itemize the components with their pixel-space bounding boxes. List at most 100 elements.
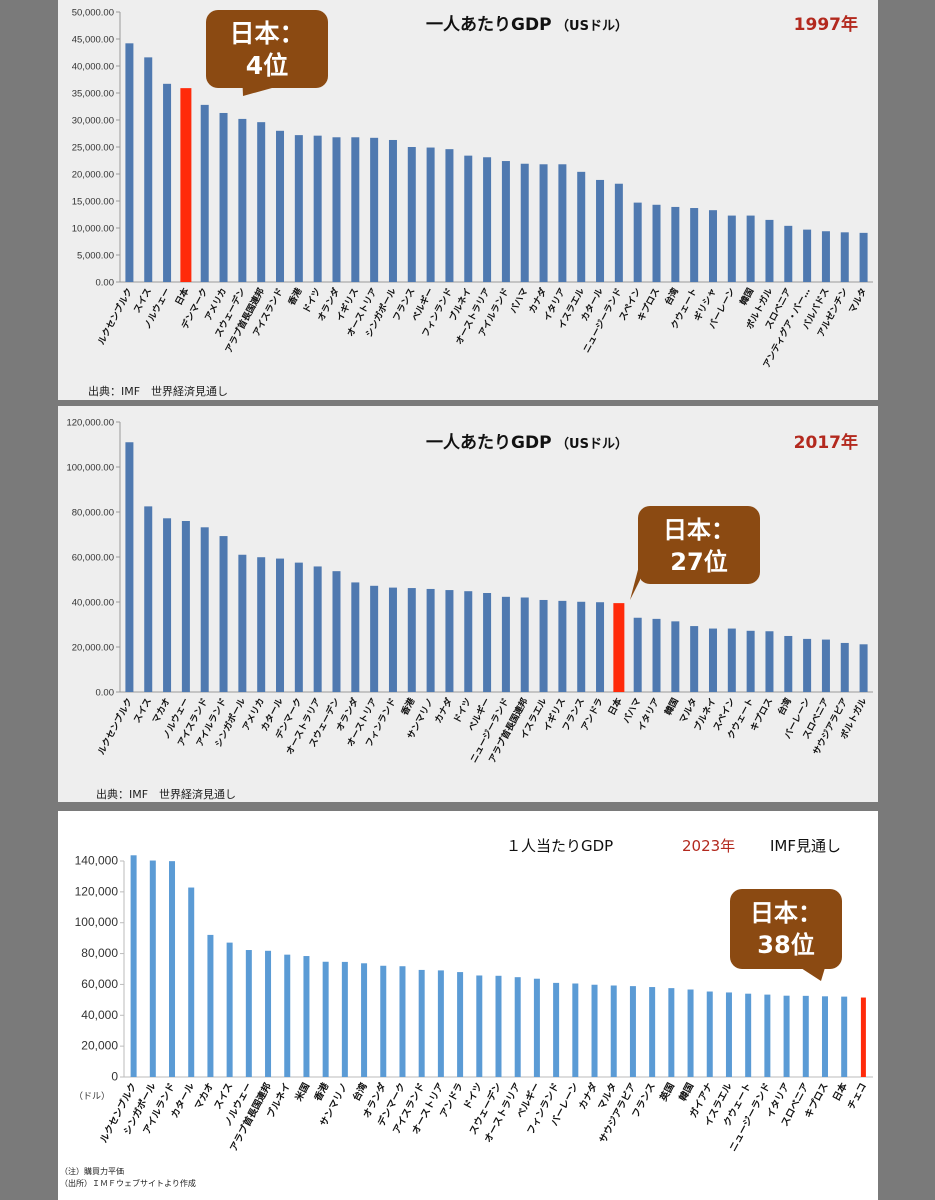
bar-スロベニア <box>784 225 793 282</box>
title-unit: （USドル） <box>552 18 628 34</box>
bar-ノルウェー <box>163 83 172 282</box>
bar-キプロス <box>821 996 828 1077</box>
x-category-label: チェコ <box>846 1081 869 1111</box>
bar-ルクセンブルク <box>125 442 134 692</box>
callout-bubble <box>730 889 842 969</box>
bar-バーレーン <box>572 983 579 1077</box>
y-tick-label: 120,000.00 <box>66 418 114 429</box>
bar-デンマーク <box>399 966 406 1077</box>
bar-フランス <box>577 601 586 692</box>
bar-スペイン <box>633 202 642 282</box>
bar-イタリア <box>652 618 661 692</box>
title-suffix: IMF見通し <box>770 837 841 855</box>
bar-オーストリア <box>437 970 444 1077</box>
bar-スウェーデン <box>332 571 341 692</box>
y-tick-label: 10,000.00 <box>72 224 114 235</box>
bar-イタリア <box>783 995 790 1077</box>
bar-キプロス <box>765 631 774 692</box>
bar-香港 <box>407 588 416 692</box>
bar-ドイツ <box>476 975 483 1077</box>
y-tick-label: 0.00 <box>96 688 115 699</box>
bar-アルゼンチン <box>840 232 849 282</box>
x-category-label: 米国 <box>292 1081 312 1104</box>
bar-ノルウェー <box>181 521 190 692</box>
bar-オーストリア <box>370 585 379 692</box>
x-category-label: 香港 <box>285 285 305 308</box>
x-category-label: 香港 <box>311 1080 331 1104</box>
bar-クウェート <box>745 993 752 1077</box>
source-text: 出典：IMF 世界経済見通し <box>88 385 229 398</box>
bar-スウェーデン <box>495 975 502 1077</box>
bar-アイルランド <box>219 536 228 692</box>
x-category-label: 香港 <box>398 695 418 718</box>
bar-アメリカ <box>219 112 228 282</box>
callout-pointer <box>630 562 640 600</box>
bar-台湾 <box>671 206 680 282</box>
bar-アラブ首長国連邦 <box>265 950 272 1077</box>
bar-シンガポール <box>238 554 247 692</box>
bar-オーストラリア <box>313 566 322 692</box>
bar-米国 <box>303 956 310 1077</box>
bar-チェコ <box>860 997 866 1077</box>
bar-アイルランド <box>501 161 510 282</box>
y-tick-label: 15,000.00 <box>72 197 114 208</box>
bar-フィンランド <box>553 982 560 1077</box>
bar-サウジアラビア <box>840 642 849 692</box>
bar-アンドラ <box>596 602 605 692</box>
y-tick-label: 30,000.00 <box>72 116 114 127</box>
bar-ブルネイ <box>284 954 291 1077</box>
y-tick-label: 35,000.00 <box>72 89 114 100</box>
bar-バーレーン <box>727 215 736 282</box>
y-unit-label: （ドル） <box>74 1091 110 1102</box>
chart-1997: 0.00 5,000.00 10,000.00 15,000.00 20,000.00 2… <box>72 8 873 370</box>
bar-マルタ <box>610 985 617 1077</box>
bar-ブルネイ <box>464 155 473 282</box>
bar-イスラエル <box>539 599 548 692</box>
callout-line1: 日本： <box>750 899 822 927</box>
bar-フランス <box>407 147 416 282</box>
bar-シンガポール <box>388 139 397 282</box>
x-category-label: 台湾 <box>775 696 794 718</box>
chart-title: 一人あたりGDP （USドル） <box>426 15 628 35</box>
bar-マカオ <box>163 518 172 692</box>
title-year: 2023年 <box>682 837 735 855</box>
bar-フィンランド <box>388 587 397 692</box>
bar-アンドラ <box>457 972 464 1077</box>
bar-アメリカ <box>257 557 266 692</box>
bar-ブルネイ <box>708 628 717 692</box>
bar-台湾 <box>361 963 368 1077</box>
bar-ポルトガル <box>859 644 868 692</box>
y-tick-label: 100,000 <box>75 915 119 929</box>
bar-デンマーク <box>200 104 209 282</box>
y-tick-label: 40,000.00 <box>72 598 114 609</box>
bar-日本 <box>841 996 848 1077</box>
bar-韓国 <box>746 215 755 282</box>
bar-アイルランド <box>169 861 176 1077</box>
x-category-label: 韓国 <box>737 286 756 308</box>
callout-bubble <box>206 10 328 88</box>
bar-フランス <box>649 987 656 1077</box>
bar-オランダ <box>332 137 341 282</box>
y-tick-label: 80,000 <box>81 946 118 960</box>
y-tick-label: 60,000 <box>81 977 118 991</box>
bar-ルクセンブルク <box>130 855 137 1077</box>
bar-スロベニア <box>821 639 830 692</box>
bar-英国 <box>668 988 675 1077</box>
bar-イスラエル <box>725 992 732 1077</box>
x-category-label: 日本 <box>830 1080 850 1103</box>
title-year: 1997年 <box>794 14 858 35</box>
bar-スペイン <box>727 628 736 692</box>
bar-マカオ <box>207 934 214 1077</box>
chart-panel-1997: 0.00 5,000.00 10,000.00 15,000.00 20,000.00 2… <box>58 0 878 400</box>
bar-デンマーク <box>294 562 303 692</box>
bar-アイスランド <box>418 969 425 1077</box>
bar-サウジアラビア <box>629 986 636 1077</box>
bar-ニュージーランド <box>764 994 771 1077</box>
bar-バルバドス <box>821 231 830 282</box>
callout-pointer <box>799 967 826 981</box>
bar-マルタ <box>690 626 699 692</box>
callout-line1: 日本： <box>663 516 735 544</box>
bar-アイスランド <box>276 130 285 282</box>
y-tick-label: 140,000 <box>75 854 119 868</box>
chart-panel-2017: 0.00 20,000.00 40,000.00 60,000.00 80,000.00… <box>58 406 878 802</box>
